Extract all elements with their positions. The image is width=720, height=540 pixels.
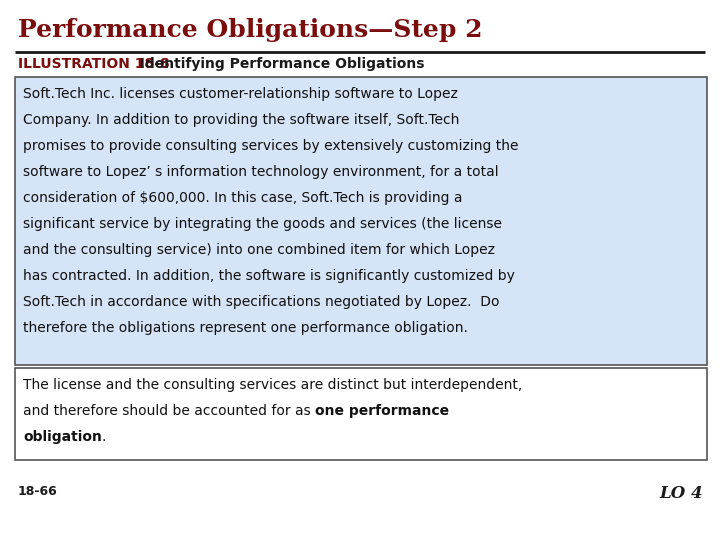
- FancyBboxPatch shape: [15, 368, 707, 460]
- Text: and therefore should be accounted for as: and therefore should be accounted for as: [23, 404, 315, 418]
- Text: obligation: obligation: [23, 430, 102, 444]
- Text: software to Lopez’ s information technology environment, for a total: software to Lopez’ s information technol…: [23, 165, 499, 179]
- Text: significant service by integrating the goods and services (the license: significant service by integrating the g…: [23, 217, 502, 231]
- Text: one performance: one performance: [315, 404, 449, 418]
- Text: LO 4: LO 4: [660, 485, 703, 502]
- Text: has contracted. In addition, the software is significantly customized by: has contracted. In addition, the softwar…: [23, 269, 515, 283]
- Text: 18-66: 18-66: [18, 485, 58, 498]
- Text: therefore the obligations represent one performance obligation.: therefore the obligations represent one …: [23, 321, 468, 335]
- Text: Performance Obligations—Step 2: Performance Obligations—Step 2: [18, 18, 482, 42]
- FancyBboxPatch shape: [15, 77, 707, 365]
- Text: promises to provide consulting services by extensively customizing the: promises to provide consulting services …: [23, 139, 518, 153]
- Text: Identifying Performance Obligations: Identifying Performance Obligations: [130, 57, 425, 71]
- Text: .: .: [102, 430, 107, 444]
- Text: consideration of $600,000. In this case, Soft.Tech is providing a: consideration of $600,000. In this case,…: [23, 191, 462, 205]
- Text: obligation: obligation: [23, 430, 102, 444]
- Text: and the consulting service) into one combined item for which Lopez: and the consulting service) into one com…: [23, 243, 495, 257]
- Text: Soft.Tech Inc. licenses customer-relationship software to Lopez: Soft.Tech Inc. licenses customer-relatio…: [23, 87, 458, 101]
- Text: The license and the consulting services are distinct but interdependent,: The license and the consulting services …: [23, 378, 522, 392]
- Text: ILLUSTRATION 18-8: ILLUSTRATION 18-8: [18, 57, 170, 71]
- Text: Soft.Tech in accordance with specifications negotiated by Lopez.  Do: Soft.Tech in accordance with specificati…: [23, 295, 500, 309]
- Text: Company. In addition to providing the software itself, Soft.Tech: Company. In addition to providing the so…: [23, 113, 459, 127]
